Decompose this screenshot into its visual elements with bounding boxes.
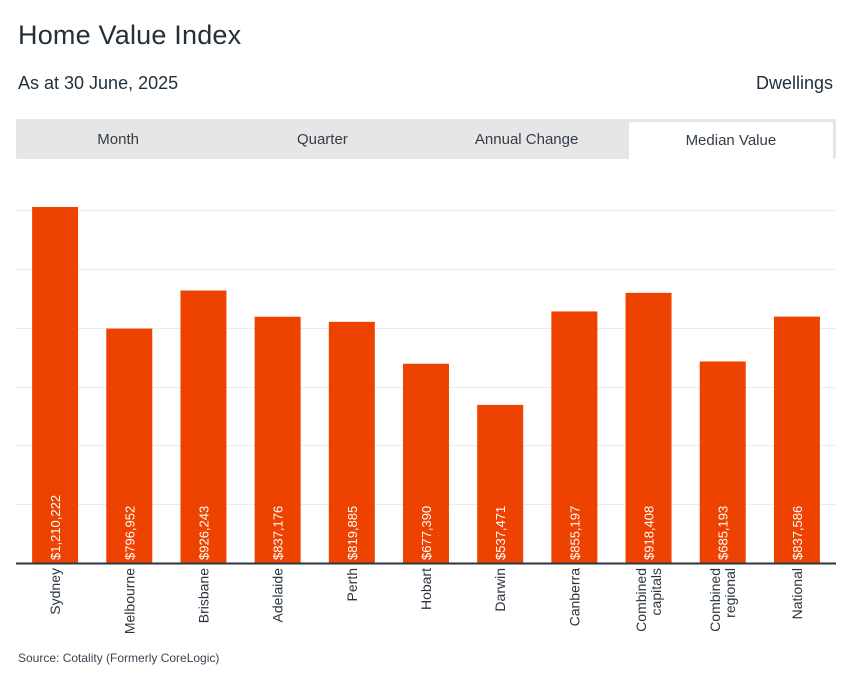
- bar: [328, 321, 375, 563]
- bar-value-label: $837,176: [271, 506, 286, 560]
- bar: [254, 316, 301, 563]
- bar-value-label: $819,885: [345, 506, 360, 560]
- category-label: Darwin: [492, 568, 508, 612]
- bar: [403, 363, 449, 563]
- tab-median-value[interactable]: Median Value: [628, 122, 833, 159]
- category-label: Combined: [707, 568, 723, 632]
- tab-month[interactable]: Month: [97, 130, 139, 148]
- bar-value-label: $685,193: [716, 506, 731, 560]
- bar-value-label: $837,586: [790, 506, 805, 560]
- bar-value-label: $855,197: [567, 506, 582, 560]
- bar: [32, 206, 79, 563]
- bar-value-label: $1,210,222: [48, 495, 63, 560]
- bar-value-label: $796,952: [122, 506, 137, 560]
- tab-quarter[interactable]: Quarter: [296, 130, 348, 148]
- category-label: Perth: [344, 568, 360, 601]
- category-label: capitals: [648, 568, 664, 615]
- bar-value-label: $677,390: [419, 506, 434, 560]
- category-label: regional: [722, 568, 738, 618]
- category-label: Adelaide: [270, 568, 286, 623]
- category-label: Brisbane: [195, 568, 211, 623]
- bar: [180, 290, 227, 563]
- category-label: National: [789, 568, 805, 619]
- category-label: Sydney: [47, 568, 63, 615]
- bar: [551, 311, 598, 563]
- bar-value-label: $918,408: [642, 506, 657, 560]
- bar: [106, 328, 153, 563]
- bar: [699, 361, 746, 563]
- bar-value-label: $537,471: [493, 506, 508, 560]
- category-label: Melbourne: [121, 568, 137, 634]
- bar: [773, 316, 820, 563]
- tab-annual-change[interactable]: Annual Change: [474, 130, 579, 148]
- bar-value-label: $926,243: [196, 506, 211, 560]
- category-label: Hobart: [418, 568, 434, 610]
- category-label: Canberra: [566, 568, 582, 627]
- date-subtitle: As at 30 June, 2025: [18, 73, 179, 93]
- dwellings-label: Dwellings: [755, 73, 833, 93]
- bar: [625, 292, 672, 563]
- category-label: Combined: [633, 568, 649, 632]
- bar: [477, 404, 524, 563]
- metric-tabs: Month Quarter Annual Change Median Value: [16, 119, 836, 159]
- source-note: Source: Cotality (Formerly CoreLogic): [18, 651, 220, 665]
- page-title: Home Value Index: [18, 20, 242, 50]
